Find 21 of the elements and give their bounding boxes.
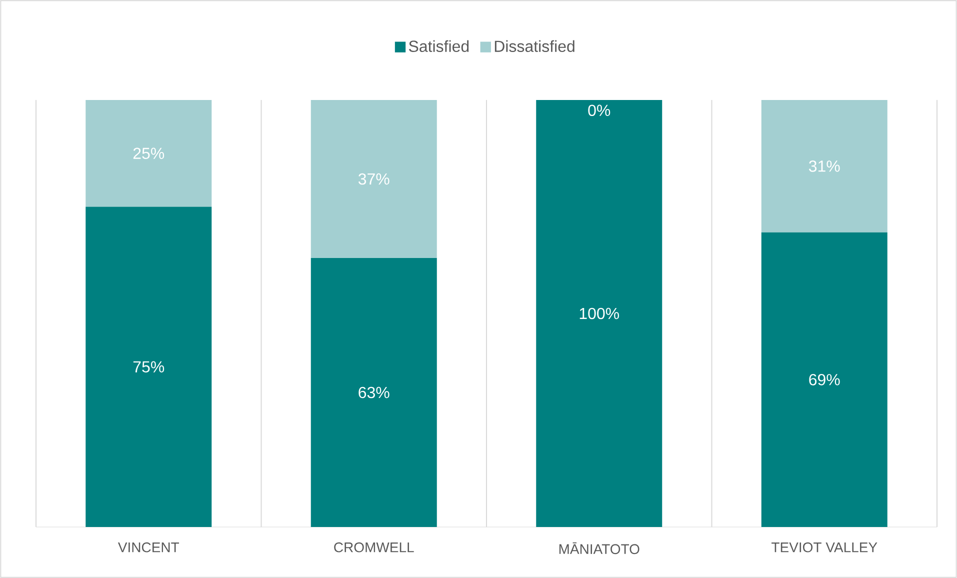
data-label: 37%	[358, 173, 390, 185]
x-tick-label: MĀNIATOTO	[559, 542, 640, 554]
data-label: 31%	[808, 160, 840, 172]
x-tick-label: VINCENT	[118, 542, 180, 552]
bar	[761, 232, 888, 527]
data-label: 69%	[809, 374, 840, 386]
data-label: 75%	[133, 361, 164, 372]
data-label: 25%	[133, 148, 164, 160]
bar	[86, 206, 212, 527]
bar	[310, 100, 437, 258]
legend-label: Dissatisfied	[494, 40, 574, 52]
bar	[86, 100, 212, 207]
x-tick-label: CROMWELL	[334, 542, 414, 552]
bar	[310, 258, 437, 527]
data-label: 100%	[580, 308, 620, 320]
data-label: 63%	[358, 386, 390, 398]
bar	[761, 100, 888, 232]
legend-label: Satisfied	[408, 40, 469, 52]
x-tick-label: TEVIOT VALLEY	[772, 542, 878, 552]
data-label: 0%	[588, 104, 610, 116]
bar	[536, 100, 662, 527]
